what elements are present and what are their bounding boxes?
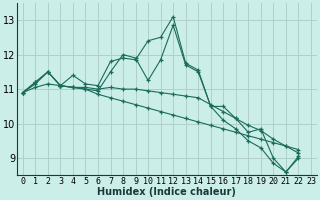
X-axis label: Humidex (Indice chaleur): Humidex (Indice chaleur) (98, 187, 236, 197)
